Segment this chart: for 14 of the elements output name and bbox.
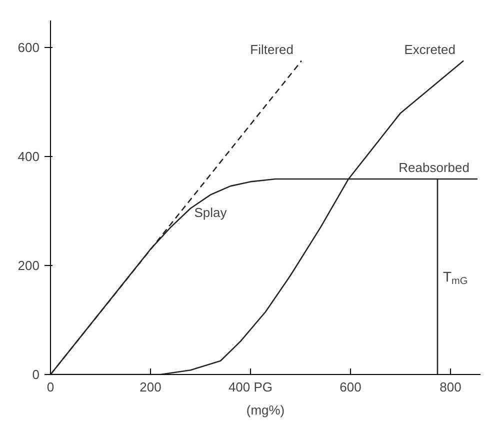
x-axis-title: (mg%) [246, 402, 285, 418]
x-tick-label: 400 PG [228, 380, 273, 394]
series-label: Filtered [250, 42, 294, 57]
y-tick-label: 400 [18, 149, 40, 164]
y-tick-label: 0 [32, 367, 40, 382]
annotation: Splay [194, 204, 228, 220]
x-tick-label: 800 [440, 380, 462, 394]
series-label: Reabsorbed [398, 160, 470, 175]
x-tick-label: 200 [140, 380, 162, 394]
y-tick-label: 600 [18, 40, 40, 56]
y-tick-label: 200 [18, 258, 40, 274]
series-label: Excreted [404, 42, 456, 57]
x-tick-label: 600 [340, 380, 362, 394]
x-tick-label: 0 [46, 380, 54, 394]
